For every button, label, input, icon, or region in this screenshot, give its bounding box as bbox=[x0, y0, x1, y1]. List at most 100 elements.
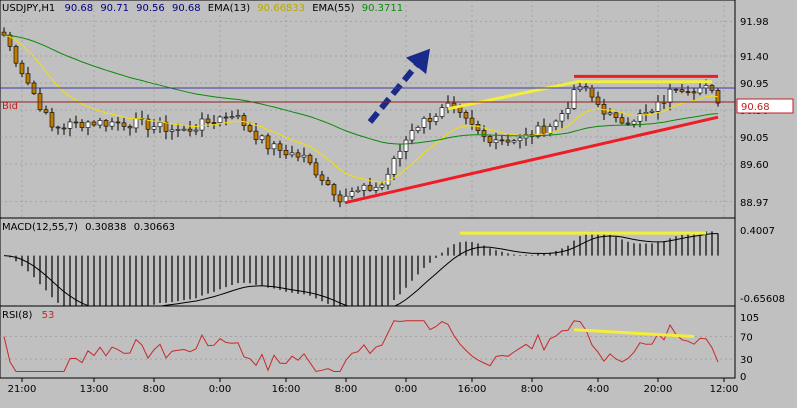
low-value: 90.56 bbox=[136, 3, 165, 14]
candle bbox=[415, 125, 421, 134]
macd-value-2: 0.30663 bbox=[134, 222, 175, 233]
time-x-axis: 21:00 13:00 8:00 0:00 16:00 8:00 0:00 16:00 8:00… bbox=[8, 378, 738, 395]
bid-label: Bid bbox=[2, 101, 18, 112]
candle bbox=[469, 109, 475, 130]
trendline-annotations[interactable] bbox=[345, 48, 719, 204]
candle bbox=[673, 87, 679, 94]
candle bbox=[253, 123, 259, 145]
bid-price-tag: 90.68 bbox=[736, 98, 794, 114]
candle bbox=[163, 115, 169, 140]
candle bbox=[121, 117, 127, 131]
candle bbox=[361, 183, 367, 197]
svg-text:MACD(12,55,7) 0.30838: MACD(12,55,7) 0.30838 0.30663 bbox=[2, 222, 175, 233]
candle bbox=[565, 101, 571, 120]
ema13-value: 90.66833 bbox=[257, 3, 305, 14]
macd-plot-area[interactable] bbox=[0, 217, 736, 307]
candle bbox=[595, 91, 601, 108]
candle bbox=[355, 186, 361, 194]
x-tick-label: 16:00 bbox=[272, 384, 301, 395]
rsi-panel[interactable]: 105 70 30 0 RSI(8) 53 bbox=[0, 305, 759, 383]
candle bbox=[43, 105, 49, 115]
candle bbox=[679, 83, 685, 94]
candle bbox=[13, 44, 19, 67]
close-value: 90.68 bbox=[172, 3, 201, 14]
x-tick-label: 8:00 bbox=[521, 384, 543, 395]
yellow-trendline[interactable] bbox=[447, 79, 581, 111]
candle bbox=[397, 143, 403, 167]
candle bbox=[379, 181, 385, 191]
red-trendline[interactable] bbox=[345, 115, 719, 204]
rsi-plot-area[interactable] bbox=[0, 305, 736, 379]
candle bbox=[181, 124, 187, 132]
candle bbox=[103, 119, 109, 132]
ema13-label: EMA(13) bbox=[208, 3, 250, 14]
candle bbox=[157, 117, 163, 133]
candle bbox=[307, 153, 313, 166]
candle bbox=[619, 113, 625, 125]
candle bbox=[301, 147, 307, 163]
candle bbox=[169, 124, 175, 140]
candle bbox=[373, 182, 379, 194]
ema55-line bbox=[3, 34, 719, 145]
macd-panel[interactable]: 0.4007 -0.65608 MACD(12,55,7) 0.30838 0.3… bbox=[0, 217, 785, 314]
candle bbox=[25, 66, 31, 86]
candle bbox=[49, 107, 55, 132]
x-tick-label: 21:00 bbox=[8, 384, 37, 395]
macd-tick-label: -0.65608 bbox=[740, 294, 785, 305]
candle bbox=[691, 88, 697, 102]
price-tick-label: 90.05 bbox=[740, 133, 769, 144]
candle bbox=[55, 125, 61, 135]
rsi-tick-label: 30 bbox=[740, 355, 753, 366]
candle bbox=[487, 134, 493, 147]
open-value: 90.68 bbox=[64, 3, 93, 14]
svg-text:RSI(8) 53: RSI(8) 53 bbox=[2, 310, 54, 321]
candle bbox=[199, 112, 205, 137]
blue-dashed-arrow[interactable] bbox=[367, 48, 430, 124]
ema13-line bbox=[3, 34, 719, 183]
candle bbox=[61, 123, 67, 135]
macd-title: MACD(12,55,7) bbox=[2, 222, 78, 233]
candle bbox=[613, 111, 619, 123]
ema-lines bbox=[3, 34, 719, 183]
rsi-tick-label: 105 bbox=[740, 313, 759, 324]
yellow-rsi-line[interactable] bbox=[573, 328, 695, 339]
candle bbox=[325, 176, 331, 186]
candle bbox=[631, 119, 637, 128]
candle bbox=[235, 109, 241, 120]
candle bbox=[643, 104, 649, 122]
candle bbox=[571, 84, 577, 111]
price-tick-label: 88.97 bbox=[740, 198, 769, 209]
candle bbox=[319, 170, 325, 186]
candle bbox=[505, 134, 511, 147]
x-tick-label: 8:00 bbox=[335, 384, 357, 395]
candle bbox=[331, 182, 337, 202]
candle bbox=[433, 113, 439, 126]
x-tick-label: 8:00 bbox=[143, 384, 165, 395]
candle bbox=[211, 115, 217, 130]
candle bbox=[277, 140, 283, 159]
price-tick-label: 89.60 bbox=[740, 160, 769, 171]
candle bbox=[127, 124, 133, 136]
candle bbox=[271, 140, 277, 156]
rsi-y-axis: 105 70 30 0 bbox=[740, 313, 759, 383]
x-tick-label: 4:00 bbox=[587, 384, 609, 395]
price-header: USDJPY,H1 90.68 90.71 90.56 90.68 EMA(13… bbox=[2, 3, 403, 14]
candle bbox=[91, 120, 97, 127]
price-plot-area[interactable] bbox=[0, 0, 736, 219]
symbol-label: USDJPY,H1 bbox=[2, 3, 55, 14]
rsi-annotation[interactable] bbox=[573, 328, 695, 339]
candle bbox=[475, 120, 481, 135]
candle bbox=[499, 134, 505, 146]
candle bbox=[349, 187, 355, 200]
candle bbox=[685, 85, 691, 96]
candle bbox=[187, 120, 193, 137]
macd-y-axis: 0.4007 -0.65608 bbox=[740, 226, 785, 305]
svg-text:USDJPY,H1 90.68: USDJPY,H1 90.68 90.71 90.56 90.68 EMA(13… bbox=[2, 3, 403, 14]
candle bbox=[19, 60, 25, 78]
candle bbox=[247, 122, 253, 133]
candle bbox=[421, 116, 427, 134]
candle bbox=[229, 110, 235, 120]
candle bbox=[403, 136, 409, 160]
